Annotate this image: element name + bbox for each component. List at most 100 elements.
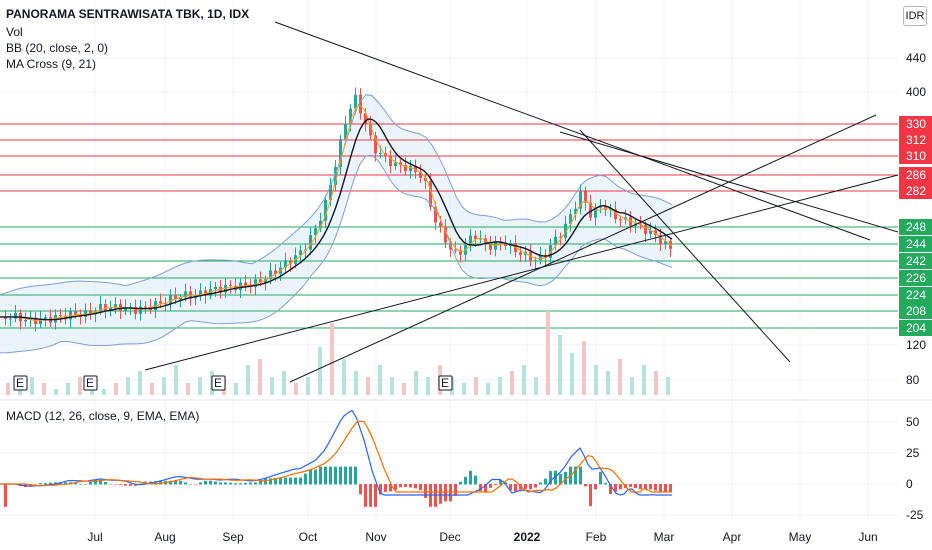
macd-histogram-bar [174,480,177,485]
macd-histogram-bar [159,480,162,485]
support-tag[interactable] [899,219,932,235]
earnings-marker[interactable] [13,375,28,391]
time-tick-label[interactable]: Nov [365,530,386,544]
candle-body [609,209,612,211]
support-tag[interactable] [899,320,932,336]
candle-body [174,295,177,300]
price-axis[interactable]: 440 400 120 80 330 312 310 286 282 248 244 242 226 22… [899,51,932,522]
candle-body [519,252,522,256]
price-tick-label[interactable]: 400 [906,85,926,99]
candle-body [614,209,617,220]
trendline[interactable] [559,131,899,233]
macd-histogram-bar [139,483,142,485]
resistance-tag-label[interactable]: 282 [906,184,926,198]
macd-tick-label[interactable]: 0 [906,477,913,491]
time-tick-label[interactable]: Oct [299,530,318,544]
support-tag-label[interactable]: 242 [906,254,926,268]
time-tick-label[interactable]: Jun [858,530,877,544]
price-tick-label[interactable]: 120 [906,338,926,352]
ma-9-line [0,105,673,321]
macd-histogram-bar [59,482,62,485]
support-tag-label[interactable]: 226 [906,271,926,285]
time-tick-label[interactable]: May [789,530,812,544]
resistance-tag-label[interactable]: 312 [906,133,926,147]
symbol-title[interactable]: PANORAMA SENTRAWISATA TBK, 1D, IDX [6,7,250,21]
support-tag[interactable] [899,287,932,303]
candle-body [584,191,587,203]
trendline[interactable] [579,129,791,363]
earnings-marker[interactable] [211,375,226,391]
candle-body [4,316,7,319]
currency-badge[interactable]: IDR [903,6,927,26]
support-tag[interactable] [899,270,932,286]
volume-bar [258,359,262,395]
support-tag-label[interactable]: 208 [906,304,926,318]
macd-histogram-bar [409,484,412,488]
macd-histogram-bar [264,478,267,485]
macd-histogram-bar [644,484,647,490]
support-tag-label[interactable]: 248 [906,220,926,234]
price-tick-label[interactable]: 80 [906,373,920,387]
support-tag[interactable] [899,253,932,269]
time-tick-label[interactable]: Mar [654,530,675,544]
volume-bar [642,365,646,395]
indicator-macd[interactable]: MACD (12, 26, close, 9, EMA, EMA) [6,409,200,423]
macd-histogram-bar [629,484,632,487]
time-tick-label[interactable]: Sep [222,530,244,544]
trendline[interactable] [144,174,899,371]
time-tick-label[interactable]: 2022 [514,530,541,544]
resistance-tag-label[interactable]: 310 [906,149,926,163]
earnings-marker[interactable] [438,375,453,391]
volume-bar [246,365,250,395]
time-axis[interactable]: Jul Aug Sep Oct Nov Dec 2022 Feb Mar Apr May Jun [87,530,877,544]
volume-bar [522,365,526,395]
indicator-vol[interactable]: Vol [6,25,23,39]
candle-body [644,224,647,234]
candle-body [324,200,327,221]
trendline[interactable] [289,114,877,383]
volume-bar [570,353,574,395]
candle-body [364,113,367,124]
ma-21-line [0,118,673,321]
volume-bar [234,383,238,395]
candle-body [244,282,247,286]
price-tick-label[interactable]: 440 [906,51,926,65]
resistance-tag[interactable] [899,148,932,164]
macd-tick-label[interactable]: 25 [906,446,920,460]
resistance-tag[interactable] [899,132,932,148]
time-tick-label[interactable]: Feb [586,530,607,544]
candle-body [444,226,447,243]
trendlines[interactable] [144,21,899,383]
resistance-tag[interactable] [899,183,932,199]
volume-bar [498,377,502,395]
resistance-tag-label[interactable]: 286 [906,168,926,182]
macd-tick-label[interactable]: -25 [906,508,924,522]
time-tick-label[interactable]: Apr [723,530,742,544]
candle-body [594,207,597,218]
support-tag-label[interactable]: 204 [906,321,926,335]
resistance-tag[interactable] [899,116,932,132]
resistance-tag[interactable] [899,167,932,183]
candle-body [574,208,577,215]
resistance-tag-label[interactable]: 330 [906,117,926,131]
macd-tick-label[interactable]: 50 [906,415,920,429]
support-tag[interactable] [899,236,932,252]
indicator-ma-cross[interactable]: MA Cross (9, 21) [6,57,97,71]
macd-histogram-bar [439,484,442,504]
candle-body [159,301,162,304]
volume-bar [114,383,118,395]
time-tick-label[interactable]: Jul [87,530,102,544]
support-tag-label[interactable]: 244 [906,237,926,251]
time-tick-label[interactable]: Dec [439,530,460,544]
support-tag[interactable] [899,303,932,319]
earnings-marker[interactable] [83,375,98,391]
volume-bar [18,389,22,395]
candle-body [659,235,662,245]
trendline[interactable] [274,21,871,241]
macd-histogram-bar [574,466,577,485]
indicator-bb[interactable]: BB (20, close, 2, 0) [6,41,109,55]
time-tick-label[interactable]: Aug [154,530,175,544]
support-tag-label[interactable]: 224 [906,288,926,302]
